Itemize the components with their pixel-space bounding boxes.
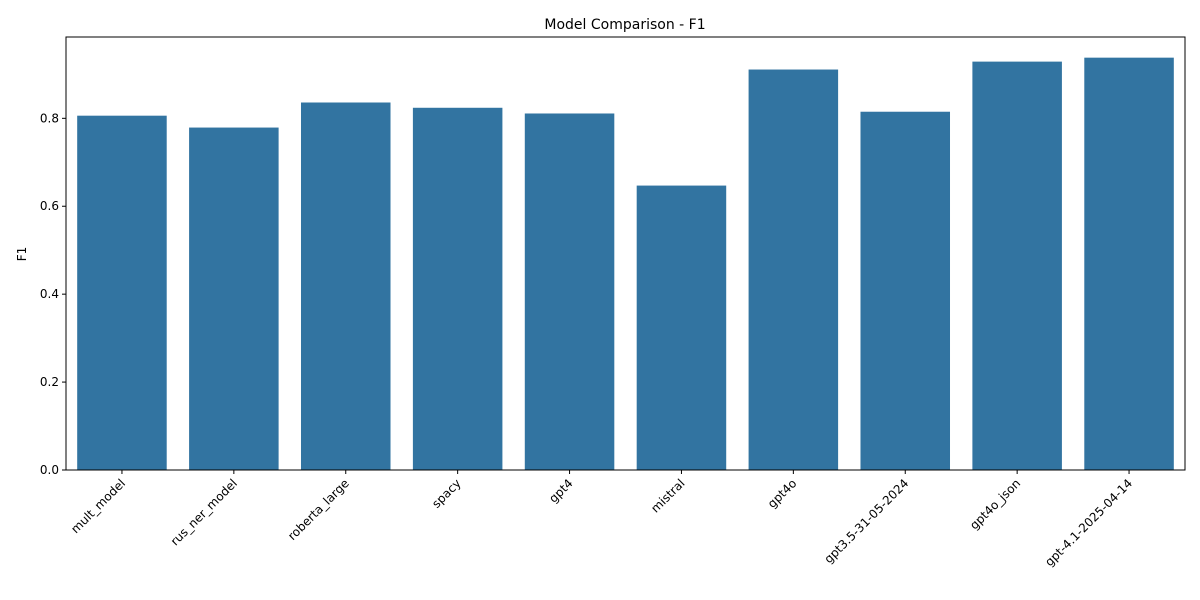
bar-mistral (636, 185, 727, 470)
bar-rus_ner_model (189, 127, 279, 471)
x-axis-ticks: mult_model rus_ner_model roberta_large spac… (68, 470, 1135, 569)
bar-gpt4 (524, 113, 615, 470)
y-tick-label: 0.2 (40, 375, 59, 389)
y-tick-label: 0.8 (40, 111, 59, 125)
x-tick-label: gpt4 (546, 476, 575, 505)
bar-roberta_large (300, 102, 391, 471)
y-tick-label: 0.4 (40, 287, 59, 301)
x-tick-label: gpt-4.1-2025-04-14 (1042, 476, 1135, 569)
bar-gpt-4.1-2025-04-14 (1084, 57, 1174, 470)
x-tick-label: mult_model (68, 476, 128, 536)
bar-gpt4o_json (972, 61, 1062, 471)
chart-title: Model Comparison - F1 (544, 17, 705, 33)
plot-frame (65, 36, 1186, 471)
x-tick-label: spacy (429, 476, 464, 511)
x-tick-label: mistral (648, 476, 687, 515)
x-tick-label: gpt3.5-31-05-2024 (822, 476, 912, 566)
y-tick-label: 0.0 (40, 463, 59, 477)
x-tick-label: gpt4o (765, 476, 800, 511)
y-axis-ticks: 0.0 0.2 0.4 0.6 0.8 (40, 111, 66, 477)
bars (77, 57, 1174, 471)
bar-gpt3.5-31-05-2024 (860, 111, 951, 471)
bar-gpt4o (748, 69, 839, 470)
x-tick-label: roberta_large (285, 476, 352, 543)
bar-mult_model (77, 115, 167, 470)
x-tick-label: rus_ner_model (168, 476, 240, 548)
bar-spacy (412, 107, 503, 470)
x-tick-label: gpt4o_json (967, 476, 1023, 532)
y-axis-label: F1 (15, 247, 29, 262)
y-tick-label: 0.6 (40, 199, 59, 213)
